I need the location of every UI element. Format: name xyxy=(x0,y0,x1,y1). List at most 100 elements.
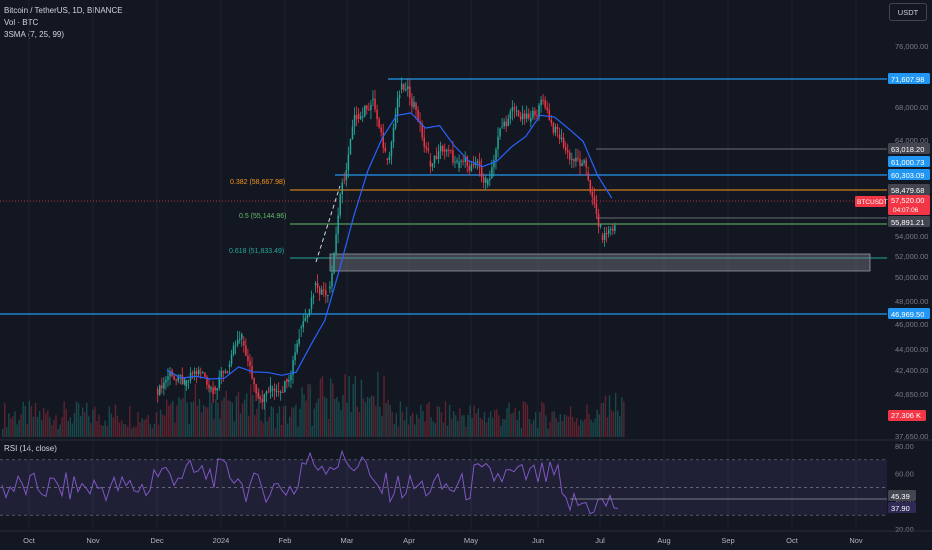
volume-bar xyxy=(338,401,340,437)
candle-body xyxy=(173,376,175,380)
volume-bar xyxy=(10,418,12,437)
volume-bar xyxy=(600,403,602,437)
candle-body xyxy=(550,119,553,124)
current-price-tag xyxy=(888,195,930,215)
volume-bar xyxy=(88,416,90,437)
volume-bar xyxy=(75,401,78,437)
volume-bar xyxy=(147,414,149,437)
candle-body xyxy=(595,203,598,214)
candle-body xyxy=(165,379,167,383)
candle-body xyxy=(384,147,387,152)
candle-body xyxy=(355,115,358,120)
candle-body xyxy=(364,105,366,117)
rsi-tick-label: 60.00 xyxy=(895,470,914,479)
sma-line xyxy=(166,112,613,380)
volume-bar xyxy=(270,406,272,437)
price-level-text: 46,969.50 xyxy=(891,310,924,319)
volume-bar xyxy=(602,402,605,437)
candle-body xyxy=(614,225,616,231)
candle-body xyxy=(380,127,382,133)
volume-bar xyxy=(412,412,414,437)
volume-bar xyxy=(387,399,389,437)
volume-bar xyxy=(235,395,238,437)
volume-bar xyxy=(61,417,63,437)
currency-button[interactable]: USDT xyxy=(889,3,927,21)
current-price-value: 57,520.00 xyxy=(891,196,924,205)
candle-body xyxy=(218,376,220,389)
volume-bar xyxy=(139,422,141,437)
candle-body xyxy=(220,371,223,377)
candle-body xyxy=(511,107,514,112)
volume-bar xyxy=(617,410,619,437)
volume-bar xyxy=(274,428,277,437)
candle-body xyxy=(362,116,364,118)
volume-bar xyxy=(278,406,281,437)
candle-body xyxy=(216,388,218,391)
candle-body xyxy=(195,371,198,375)
volume-bar xyxy=(26,423,28,437)
candle-body xyxy=(398,95,401,99)
volume-bar xyxy=(90,422,92,437)
volume-bar xyxy=(463,415,465,437)
volume-bar xyxy=(420,404,422,437)
volume-bar xyxy=(153,423,156,437)
candles xyxy=(157,77,616,410)
volume-bar xyxy=(18,419,20,437)
volume-bar xyxy=(397,426,400,437)
candle-body xyxy=(599,224,602,227)
candle-body xyxy=(605,232,608,234)
candle-body xyxy=(562,137,565,147)
volume-bar xyxy=(377,371,379,437)
volume-bar xyxy=(202,405,205,437)
candle-body xyxy=(261,399,264,403)
candle-body xyxy=(433,155,436,164)
time-axis-label: Oct xyxy=(23,536,36,545)
candle-body xyxy=(400,83,403,90)
volume-bar xyxy=(366,396,369,437)
volume-bar xyxy=(192,401,195,437)
volume-bar xyxy=(510,413,512,437)
volume-bar xyxy=(45,413,47,437)
volume-bar xyxy=(73,412,76,437)
volume-bar xyxy=(182,397,184,437)
volume-bar xyxy=(262,423,264,437)
time-axis-label: 2024 xyxy=(213,536,230,545)
time-axis-label: Sep xyxy=(721,536,734,545)
volume-bar xyxy=(448,404,451,437)
volume-bar xyxy=(440,412,443,437)
candle-body xyxy=(587,172,589,180)
candle-body xyxy=(280,391,282,393)
candle-body xyxy=(532,110,534,118)
volume-bar xyxy=(424,421,426,437)
candle-body xyxy=(181,374,184,385)
candle-body xyxy=(271,388,274,390)
volume-bar xyxy=(340,409,342,437)
candle-body xyxy=(247,355,249,362)
candle-body xyxy=(423,137,425,147)
volume-bar xyxy=(311,425,313,437)
candle-body xyxy=(503,121,505,127)
ma-legend: 3SMA (7, 25, 99) xyxy=(4,30,65,39)
candle-body xyxy=(337,215,339,235)
volume-bar xyxy=(368,397,371,437)
volume-bar xyxy=(520,427,523,437)
candle-body xyxy=(536,115,538,117)
volume-bar xyxy=(491,417,494,437)
candle-body xyxy=(206,376,208,385)
volume-bar xyxy=(59,424,61,437)
volume-bar xyxy=(373,396,375,437)
candle-body xyxy=(177,375,179,381)
volume-bar xyxy=(539,412,541,437)
volume-bar xyxy=(389,404,391,437)
candle-body xyxy=(583,160,585,163)
volume-bar xyxy=(307,383,309,437)
volume-bar xyxy=(323,396,326,437)
volume-bar xyxy=(405,406,408,437)
rsi-line xyxy=(1,449,619,515)
time-axis-label: Jul xyxy=(595,536,605,545)
volume-bar xyxy=(227,400,229,437)
volume-bar xyxy=(194,383,197,437)
price-tick-label: 44,000.00 xyxy=(895,345,928,354)
price-tick-label: 42,400.00 xyxy=(895,366,928,375)
